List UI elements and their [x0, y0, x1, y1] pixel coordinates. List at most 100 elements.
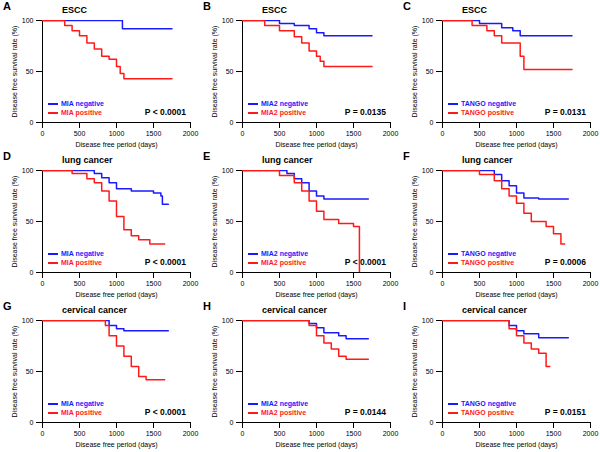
svg-text:100: 100: [222, 167, 234, 174]
svg-text:0: 0: [30, 419, 34, 426]
svg-text:2000: 2000: [583, 130, 599, 137]
svg-text:0: 0: [41, 280, 45, 287]
svg-text:100: 100: [422, 167, 434, 174]
svg-text:2000: 2000: [183, 130, 199, 137]
svg-text:1000: 1000: [509, 130, 525, 137]
svg-text:2000: 2000: [383, 280, 399, 287]
svg-text:100: 100: [222, 317, 234, 324]
svg-text:1500: 1500: [146, 130, 162, 137]
svg-text:100: 100: [222, 17, 234, 24]
svg-text:Disease free period (days): Disease free period (days): [75, 441, 157, 449]
svg-text:1000: 1000: [309, 280, 325, 287]
svg-text:0: 0: [441, 430, 445, 437]
svg-text:2000: 2000: [383, 430, 399, 437]
svg-text:50: 50: [226, 218, 234, 225]
svg-text:2000: 2000: [183, 280, 199, 287]
svg-text:500: 500: [474, 430, 486, 437]
svg-text:0: 0: [230, 119, 234, 126]
svg-text:0: 0: [430, 419, 434, 426]
svg-text:500: 500: [74, 130, 86, 137]
svg-text:1500: 1500: [146, 430, 162, 437]
svg-text:Disease free survival rate (%): Disease free survival rate (%): [211, 326, 219, 418]
svg-text:Disease free period (days): Disease free period (days): [275, 441, 357, 449]
svg-text:1500: 1500: [546, 430, 562, 437]
svg-text:1000: 1000: [509, 430, 525, 437]
svg-text:0: 0: [241, 430, 245, 437]
svg-text:1000: 1000: [109, 280, 125, 287]
svg-text:1000: 1000: [509, 280, 525, 287]
svg-text:100: 100: [422, 317, 434, 324]
svg-text:50: 50: [426, 218, 434, 225]
svg-text:100: 100: [422, 17, 434, 24]
svg-text:Disease free survival rate (%): Disease free survival rate (%): [411, 26, 419, 118]
svg-text:0: 0: [230, 269, 234, 276]
html-text:lung cancer: lung cancer: [262, 155, 313, 165]
html-text:P = 0.0135: P = 0.0135: [344, 107, 386, 117]
svg-text:50: 50: [226, 368, 234, 375]
svg-text:0: 0: [441, 280, 445, 287]
html-text:ESCC: ESCC: [62, 5, 87, 15]
html-text:ESCC: ESCC: [262, 5, 287, 15]
svg-text:100: 100: [22, 17, 34, 24]
svg-text:Disease free survival rate (%): Disease free survival rate (%): [411, 326, 419, 418]
svg-text:2000: 2000: [583, 430, 599, 437]
svg-text:500: 500: [74, 430, 86, 437]
svg-text:500: 500: [274, 280, 286, 287]
svg-text:100: 100: [22, 167, 34, 174]
svg-text:Disease free survival rate (%): Disease free survival rate (%): [211, 176, 219, 268]
svg-text:0: 0: [241, 130, 245, 137]
svg-text:Disease free survival rate (%): Disease free survival rate (%): [411, 176, 419, 268]
svg-text:50: 50: [426, 68, 434, 75]
svg-text:50: 50: [226, 68, 234, 75]
svg-text:0: 0: [230, 419, 234, 426]
svg-text:Disease free period (days): Disease free period (days): [275, 291, 357, 299]
svg-text:50: 50: [26, 368, 34, 375]
html-text:lung cancer: lung cancer: [62, 155, 113, 165]
svg-text:2000: 2000: [183, 430, 199, 437]
svg-text:1000: 1000: [109, 430, 125, 437]
svg-text:0: 0: [41, 430, 45, 437]
svg-text:2000: 2000: [583, 280, 599, 287]
html-text:P < 0.0001: P < 0.0001: [144, 257, 186, 267]
svg-text:1500: 1500: [346, 430, 362, 437]
svg-text:0: 0: [30, 119, 34, 126]
svg-text:Disease free survival rate (%): Disease free survival rate (%): [11, 176, 19, 268]
svg-text:Disease free period (days): Disease free period (days): [475, 441, 557, 449]
svg-text:Disease free survival rate (%): Disease free survival rate (%): [11, 326, 19, 418]
svg-text:0: 0: [241, 280, 245, 287]
svg-text:50: 50: [26, 218, 34, 225]
svg-text:1000: 1000: [309, 130, 325, 137]
svg-text:1500: 1500: [546, 280, 562, 287]
svg-text:500: 500: [74, 280, 86, 287]
svg-text:1000: 1000: [109, 130, 125, 137]
svg-text:0: 0: [30, 269, 34, 276]
svg-text:50: 50: [426, 368, 434, 375]
svg-text:500: 500: [274, 130, 286, 137]
svg-text:500: 500: [474, 130, 486, 137]
svg-text:Disease free period (days): Disease free period (days): [275, 141, 357, 149]
svg-text:Disease free period (days): Disease free period (days): [75, 291, 157, 299]
html-text:P = 0.0131: P = 0.0131: [544, 107, 586, 117]
svg-text:Disease free survival rate (%): Disease free survival rate (%): [211, 26, 219, 118]
svg-text:Disease free survival rate (%): Disease free survival rate (%): [11, 26, 19, 118]
svg-text:0: 0: [430, 269, 434, 276]
svg-text:0: 0: [41, 130, 45, 137]
svg-text:50: 50: [26, 68, 34, 75]
html-text:ESCC: ESCC: [462, 5, 487, 15]
svg-text:2000: 2000: [383, 130, 399, 137]
svg-text:1500: 1500: [146, 280, 162, 287]
html-text:P < 0.0001: P < 0.0001: [144, 107, 186, 117]
svg-text:100: 100: [22, 317, 34, 324]
svg-text:1500: 1500: [346, 280, 362, 287]
svg-text:1500: 1500: [546, 130, 562, 137]
svg-text:Disease free period (days): Disease free period (days): [475, 291, 557, 299]
svg-text:500: 500: [274, 430, 286, 437]
svg-text:0: 0: [430, 119, 434, 126]
html-text:P < 0.0001: P < 0.0001: [344, 257, 386, 267]
svg-text:1000: 1000: [309, 430, 325, 437]
svg-text:500: 500: [474, 280, 486, 287]
svg-text:Disease free period (days): Disease free period (days): [75, 141, 157, 149]
svg-text:0: 0: [441, 130, 445, 137]
svg-text:1500: 1500: [346, 130, 362, 137]
svg-text:Disease free period (days): Disease free period (days): [475, 141, 557, 149]
